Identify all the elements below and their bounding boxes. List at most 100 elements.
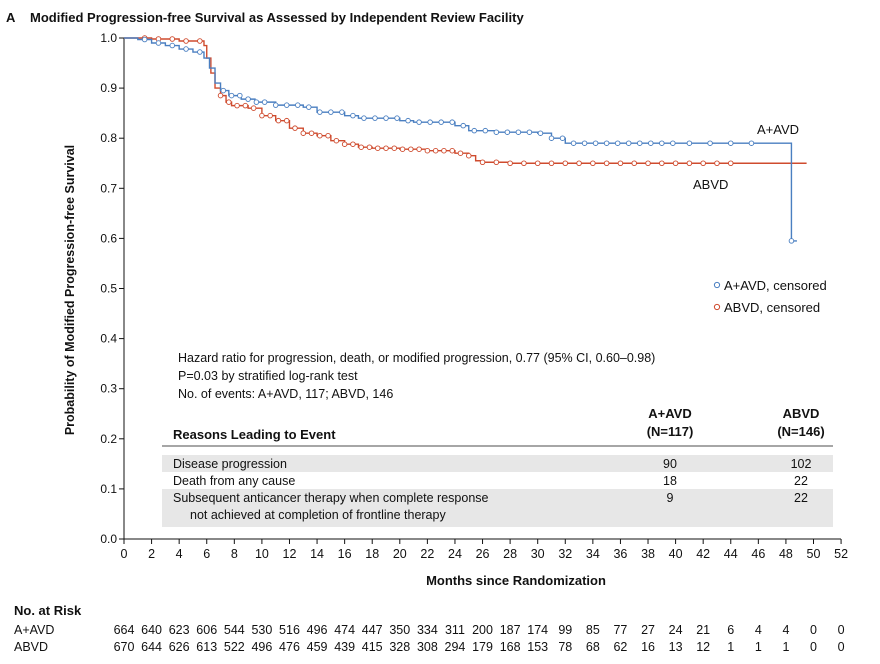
censor-mark-a-avd [306,104,312,110]
y-tick-label: 0.8 [100,131,117,145]
censor-mark-a-avd [670,140,676,146]
censor-mark-a-avd [526,129,533,135]
risk-value-abvd: 415 [362,640,383,654]
x-tick-label: 32 [558,547,572,561]
risk-value-abvd: 68 [586,640,600,654]
risk-value-abvd: 294 [445,640,466,654]
x-tick-label: 2 [148,547,155,561]
censor-mark-abvd [259,112,265,119]
censor-mark-a-avd [197,49,203,55]
censor-mark-abvd [424,147,431,154]
x-tick-label: 52 [834,547,848,561]
risk-value-abvd: 644 [141,640,162,654]
censor-mark-abvd [479,159,486,165]
censor-mark-a-avd [748,140,755,146]
risk-value-a-avd: 21 [696,623,710,637]
censor-mark-abvd [659,160,665,166]
reason-label-progression: Disease progression [173,457,287,471]
censor-mark-abvd [728,160,734,166]
x-tick-label: 36 [613,547,627,561]
censor-mark-a-avd [648,140,654,146]
x-tick-label: 40 [669,547,683,561]
risk-value-a-avd: 311 [445,623,465,637]
risk-value-a-avd: 0 [838,623,845,637]
censor-mark-abvd [432,147,439,154]
censor-mark-a-avd [183,46,189,52]
x-tick-label: 26 [476,547,490,561]
x-tick-label: 20 [393,547,407,561]
x-tick-label: 14 [310,547,324,561]
censor-mark-a-avd [427,119,433,125]
risk-value-abvd: 78 [558,640,572,654]
reason-v1-death: 18 [663,474,677,488]
censor-mark-a-avd [317,109,323,115]
censor-mark-abvd [300,130,307,136]
censor-mark-abvd [416,146,422,152]
y-tick-label: 1.0 [100,31,117,45]
risk-row-label-a-avd: A+AVD [14,623,54,637]
reason-label-death: Death from any cause [173,474,295,488]
censor-mark-abvd [590,160,596,166]
censor-mark-abvd [441,147,447,154]
reasons-row-bg-2 [162,472,833,489]
curve-a-avd [124,37,797,242]
risk-value-abvd: 12 [696,640,710,654]
x-tick-label: 0 [121,547,128,561]
censor-mark-abvd [217,92,224,99]
risk-value-a-avd: 24 [669,623,683,637]
censor-mark-abvd [449,147,455,154]
reason-v2-death: 22 [794,474,808,488]
risk-value-a-avd: 174 [527,623,548,637]
censor-mark-abvd [548,160,555,166]
y-axis-label: Probability of Modified Progression-free… [63,145,77,435]
censor-mark-abvd [457,150,464,156]
censor-mark-a-avd [283,102,290,108]
legend-marker-a-avd [713,281,721,289]
risk-value-abvd: 626 [169,640,190,654]
censor-mark-abvd [333,137,340,144]
risk-value-abvd: 1 [727,640,734,654]
p-value-text: P=0.03 by stratified log-rank test [178,369,358,383]
panel-letter: A [6,10,16,25]
censor-mark-abvd [358,144,364,150]
censor-mark-abvd [700,160,706,166]
x-axis-label: Months since Randomization [426,573,606,588]
censor-mark-a-avd [460,122,466,129]
censor-mark-abvd [493,159,500,165]
censor-mark-a-avd [416,119,422,125]
risk-value-a-avd: 640 [141,623,162,637]
risk-value-a-avd: 77 [613,623,627,637]
censor-mark-a-avd [449,119,455,125]
x-tick-label: 24 [448,547,462,561]
risk-value-a-avd: 4 [782,623,789,637]
x-tick-label: 12 [283,547,297,561]
risk-row-label-abvd: ABVD [14,640,48,654]
censor-mark-a-avd [228,92,235,99]
risk-value-abvd: 328 [389,640,410,654]
risk-value-abvd: 476 [279,640,300,654]
x-tick-label: 46 [751,547,765,561]
reason-label-therapy-cont: not achieved at completion of frontline … [190,508,446,522]
risk-value-a-avd: 27 [641,623,655,637]
censor-mark-abvd [408,146,414,152]
curve-label-abvd: ABVD [693,177,728,192]
legend-label-abvd: ABVD, censored [724,300,820,315]
censor-mark-abvd [169,36,176,42]
censor-mark-abvd [672,160,679,166]
censor-mark-a-avd [361,115,367,121]
censor-mark-a-avd [537,130,544,136]
x-tick-label: 50 [807,547,821,561]
censor-mark-a-avd [261,99,268,105]
censor-mark-a-avd [603,140,610,146]
reason-v1-therapy: 9 [667,491,674,505]
censor-mark-abvd [645,160,651,166]
risk-value-a-avd: 350 [389,623,410,637]
risk-value-abvd: 1 [755,640,762,654]
censor-mark-a-avd [614,140,621,146]
y-tick-label: 0.0 [100,532,117,546]
censor-mark-abvd [391,145,398,151]
x-tick-label: 10 [255,547,269,561]
censor-mark-a-avd [295,102,301,108]
risk-value-abvd: 613 [196,640,217,654]
reason-v1-progression: 90 [663,457,677,471]
